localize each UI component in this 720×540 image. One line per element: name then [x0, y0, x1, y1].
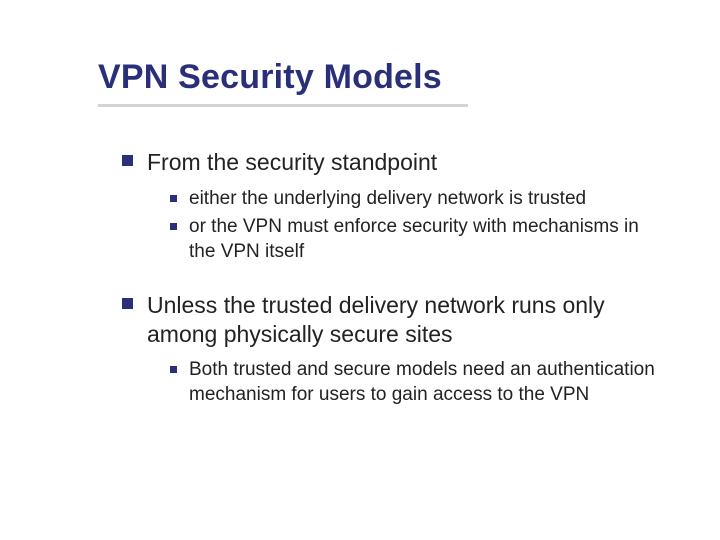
square-bullet-icon: [170, 366, 177, 373]
bullet-text: or the VPN must enforce security with me…: [189, 215, 659, 264]
bullet-lvl2-group: either the underlying delivery network i…: [170, 187, 660, 265]
bullet-text: Both trusted and secure models need an a…: [189, 358, 659, 407]
slide: VPN Security Models From the security st…: [0, 0, 720, 540]
square-bullet-icon: [170, 195, 177, 202]
bullet-text: either the underlying delivery network i…: [189, 187, 586, 212]
spacer: [122, 281, 660, 291]
title-underline: [98, 104, 468, 107]
bullet-text: From the security standpoint: [147, 148, 437, 177]
slide-title: VPN Security Models: [98, 58, 442, 97]
bullet-lvl2-group: Both trusted and secure models need an a…: [170, 358, 660, 407]
square-bullet-icon: [122, 155, 133, 166]
bullet-lvl1: Unless the trusted delivery network runs…: [122, 291, 660, 349]
bullet-lvl2: either the underlying delivery network i…: [170, 187, 660, 212]
bullet-text: Unless the trusted delivery network runs…: [147, 291, 660, 349]
bullet-lvl2: or the VPN must enforce security with me…: [170, 215, 660, 264]
bullet-lvl2: Both trusted and secure models need an a…: [170, 358, 660, 407]
square-bullet-icon: [170, 223, 177, 230]
slide-content: From the security standpoint either the …: [122, 148, 660, 424]
title-wrap: VPN Security Models: [98, 58, 442, 97]
bullet-lvl1: From the security standpoint: [122, 148, 660, 177]
square-bullet-icon: [122, 298, 133, 309]
